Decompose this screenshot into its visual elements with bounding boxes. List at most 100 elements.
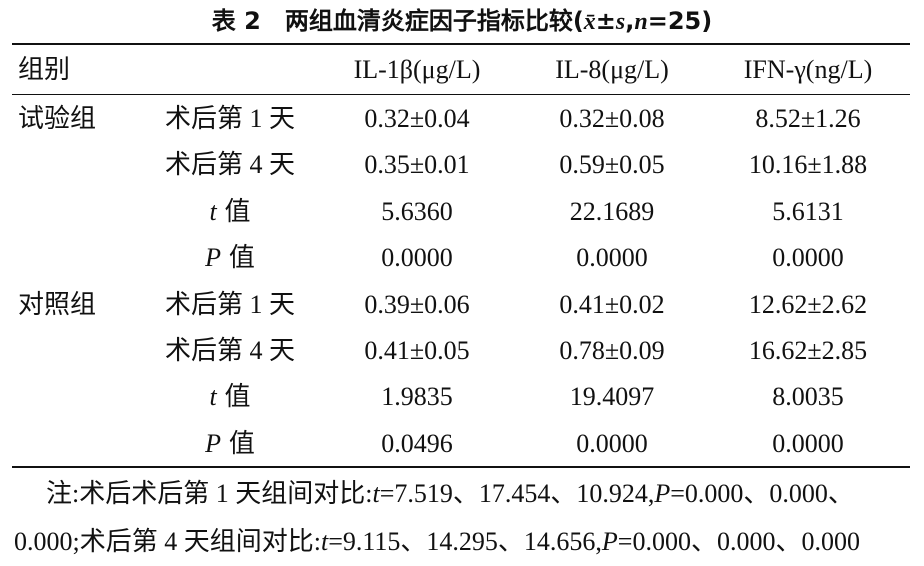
variable: P: [205, 243, 222, 273]
text: 10.16±1.88: [748, 150, 868, 180]
cell: 0.0000: [658, 429, 924, 459]
text: 0.000;术后第 4 天组间对比:: [14, 527, 321, 556]
text: =7.519、17.454、10.924,: [379, 479, 655, 508]
text: 0.32±0.08: [559, 104, 665, 133]
text: 0.41±0.02: [559, 289, 665, 319]
cell: 22.1689: [462, 197, 762, 227]
variable: t: [209, 382, 217, 412]
text: 0.78±0.09: [559, 336, 665, 365]
cell: 0.59±0.05: [462, 150, 762, 180]
text: 0.59±0.05: [559, 150, 665, 180]
text: 注:术后术后第 1 天组间对比:: [46, 479, 373, 508]
cell: 0.35±0.01: [267, 150, 567, 180]
text: 0.41±0.05: [364, 336, 470, 365]
variable: t: [372, 479, 380, 508]
variable: P: [205, 428, 222, 458]
cell: 12.62±2.62: [658, 290, 924, 320]
header-cell: IL-8(μg/L): [462, 55, 762, 85]
variable: n: [634, 9, 648, 35]
text: 8.52±1.26: [755, 104, 861, 133]
cell: 0.32±0.04: [267, 104, 567, 134]
text: 0.32±0.04: [364, 104, 470, 133]
text: 5.6360: [381, 196, 453, 226]
row-label: 术后第 1 天: [80, 290, 380, 320]
text: 0.0000: [381, 243, 453, 273]
row-label: 术后第 4 天: [80, 150, 380, 180]
cell: 10.16±1.88: [658, 150, 924, 180]
cell: 0.0000: [462, 243, 762, 273]
text: 19.4097: [569, 382, 655, 412]
text: =25): [647, 7, 713, 35]
text: 两组血清炎症因子指标比较(: [284, 7, 584, 35]
cell: 8.52±1.26: [658, 104, 924, 134]
cell: 0.0496: [267, 429, 567, 459]
cell: 0.0000: [658, 243, 924, 273]
text: 值: [224, 196, 251, 226]
text: 16.62±2.85: [748, 336, 868, 365]
text: 0.0000: [772, 428, 844, 458]
text: ±: [595, 7, 616, 35]
cell: 0.41±0.02: [462, 290, 762, 320]
cell: 0.0000: [462, 429, 762, 459]
cell: 0.0000: [267, 243, 567, 273]
cell: 0.32±0.08: [462, 104, 762, 134]
group-label: 对照组: [18, 290, 96, 320]
text: 12.62±2.62: [748, 289, 868, 319]
text: 术后第 1 天: [164, 289, 295, 319]
cell: 0.78±0.09: [462, 336, 762, 366]
top-rule: [12, 43, 910, 45]
row-label: 术后第 4 天: [80, 336, 380, 366]
variable: t: [209, 196, 217, 226]
text: 对照组: [18, 289, 97, 319]
text: ,: [625, 7, 635, 35]
cell: 0.41±0.05: [267, 336, 567, 366]
text: 5.6131: [772, 196, 844, 226]
text: 表 2: [211, 7, 261, 35]
text: 术后第 4 天: [164, 336, 295, 365]
text: 术后第 4 天: [164, 150, 295, 180]
header-cell: IL-1β(μg/L): [267, 55, 567, 85]
bottom-rule: [12, 466, 910, 468]
table-title: 表 2 两组血清炎症因子指标比较(x̄±s,n=25): [0, 6, 924, 37]
text: 22.1689: [569, 196, 655, 226]
text: =9.115、14.295、14.656,: [328, 527, 602, 556]
cell: 5.6360: [267, 197, 567, 227]
cell: 19.4097: [462, 382, 762, 412]
text: 0.0496: [381, 428, 453, 458]
header-cell: IFN-γ(ng/L): [658, 55, 924, 85]
text: 值: [224, 382, 251, 412]
group-label: 试验组: [18, 104, 96, 134]
text: 0.0000: [772, 243, 844, 273]
variable: t: [320, 527, 329, 556]
row-label: 术后第 1 天: [80, 104, 380, 134]
text: 0.35±0.01: [364, 150, 470, 180]
text: IFN-γ(ng/L): [743, 55, 873, 84]
text: 组别: [18, 55, 71, 84]
text: 值: [228, 243, 255, 273]
text: =0.000、0.000、0.000: [617, 527, 860, 556]
variable: P: [601, 527, 618, 556]
text: 值: [228, 428, 255, 458]
cell: 8.0035: [658, 382, 924, 412]
text: 8.0035: [772, 382, 844, 412]
text: 0.0000: [576, 428, 648, 458]
variable: P: [654, 479, 671, 508]
header-cell: 组别: [18, 55, 70, 85]
note-line: 0.000;术后第 4 天组间对比:t=9.115、14.295、14.656,…: [14, 527, 860, 557]
text: IL-1β(μg/L): [353, 55, 481, 84]
text: 术后第 1 天: [164, 104, 295, 133]
text: 0.39±0.06: [364, 289, 470, 319]
text: =0.000、0.000、: [670, 479, 854, 508]
text: IL-8(μg/L): [555, 55, 669, 84]
header-rule: [12, 94, 910, 95]
text: 1.9835: [381, 382, 453, 412]
text: 0.0000: [576, 243, 648, 273]
cell: 0.39±0.06: [267, 290, 567, 320]
variable: s: [615, 9, 626, 35]
cell: 5.6131: [658, 197, 924, 227]
